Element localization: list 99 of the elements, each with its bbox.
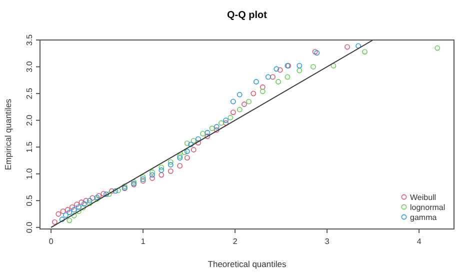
point	[158, 164, 164, 170]
point	[296, 63, 302, 68]
point	[330, 63, 336, 68]
x-tick-label: 2	[232, 237, 238, 246]
point	[59, 216, 65, 222]
point	[184, 148, 190, 154]
point	[56, 211, 62, 217]
point	[83, 198, 89, 204]
point	[66, 210, 72, 216]
y-tick-label: 0.5	[25, 194, 34, 206]
point	[66, 218, 72, 224]
point	[150, 170, 155, 175]
point	[112, 188, 118, 194]
point	[76, 208, 82, 214]
point	[277, 67, 283, 73]
point	[230, 110, 236, 115]
point	[116, 188, 121, 194]
point	[214, 124, 220, 130]
point	[184, 140, 190, 146]
point	[150, 172, 155, 178]
y-tick-label: 2.5	[25, 87, 34, 100]
point	[204, 134, 210, 140]
y-tick-label: 3.0	[25, 60, 34, 72]
point	[86, 198, 92, 204]
point	[109, 188, 114, 194]
point	[150, 175, 155, 181]
point	[168, 162, 174, 168]
point	[86, 200, 92, 206]
point	[188, 142, 194, 148]
point	[230, 98, 236, 104]
point	[362, 49, 368, 54]
point	[182, 150, 188, 156]
x-tick-label: 3	[324, 237, 330, 246]
y-tick-label: 1.0	[25, 168, 34, 180]
point	[274, 66, 280, 72]
point	[246, 98, 252, 104]
point	[74, 202, 80, 208]
point	[265, 74, 271, 80]
point	[196, 136, 201, 142]
point	[214, 127, 220, 133]
point	[71, 212, 77, 218]
point	[242, 102, 247, 107]
point	[196, 140, 201, 146]
y-tick-label: 1.5	[25, 140, 34, 153]
y-tick-label: 2.0	[25, 114, 34, 126]
y-tick-label: 0.0	[25, 221, 34, 233]
y-tick-label: 3.5	[25, 34, 34, 46]
point	[158, 167, 164, 173]
point	[209, 126, 215, 132]
point	[71, 207, 77, 212]
x-axis-title: Theoretical quantiles	[208, 259, 286, 269]
point	[190, 147, 196, 152]
point	[190, 138, 196, 144]
point	[276, 79, 281, 84]
x-tick-label: 4	[416, 237, 422, 246]
y-axis-title: Empirical quantiles	[3, 98, 13, 170]
point	[64, 207, 70, 212]
point	[100, 190, 106, 196]
point	[90, 195, 96, 201]
point	[296, 68, 302, 74]
point	[81, 201, 87, 207]
point	[106, 192, 112, 197]
point	[177, 163, 183, 169]
point	[260, 84, 266, 90]
point	[434, 45, 440, 51]
point	[284, 74, 290, 80]
point	[204, 130, 210, 136]
chart-title: Q-Q plot	[227, 10, 268, 21]
point	[228, 114, 234, 120]
point	[168, 159, 174, 165]
point	[250, 90, 256, 96]
legend-label: lognormal	[410, 203, 446, 212]
x-tick-label: 0	[48, 237, 54, 246]
point	[70, 204, 75, 210]
legend-label: gamma	[410, 213, 438, 222]
point	[310, 64, 316, 70]
point	[236, 106, 242, 112]
point	[158, 172, 164, 178]
legend-label: Weibull	[410, 193, 436, 202]
point	[52, 219, 58, 225]
point	[80, 204, 86, 210]
point	[260, 88, 266, 94]
point	[270, 74, 276, 80]
x-tick-label: 1	[140, 237, 146, 246]
point	[76, 204, 82, 210]
point	[63, 212, 68, 218]
point	[78, 200, 84, 205]
point	[356, 43, 362, 49]
point	[104, 192, 109, 197]
point	[254, 79, 259, 84]
point	[140, 174, 146, 180]
point	[60, 208, 66, 214]
point	[344, 44, 350, 50]
point	[236, 92, 242, 98]
point	[223, 118, 229, 124]
point	[200, 130, 206, 136]
point	[184, 155, 190, 160]
point	[218, 120, 224, 126]
point	[168, 168, 174, 174]
